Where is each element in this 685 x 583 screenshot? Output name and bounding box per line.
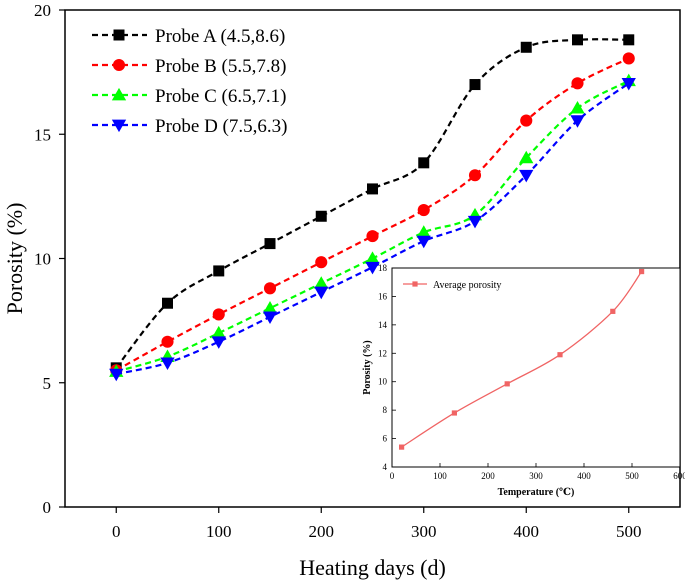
series-line-3 (116, 82, 630, 376)
data-point-2 (365, 251, 380, 264)
inset-legend-label: Average porosity (433, 280, 501, 291)
inset-data-point (557, 352, 563, 358)
data-point-0 (623, 34, 635, 46)
y-tick-label: 0 (43, 498, 52, 517)
inset-frame (391, 267, 681, 468)
x-tick-label: 200 (309, 522, 335, 541)
y-tick-label: 10 (34, 250, 51, 269)
data-point-1 (315, 256, 328, 269)
y-tick-label: 15 (34, 125, 51, 144)
data-point-2 (314, 276, 329, 289)
data-point-3 (211, 336, 226, 349)
data-point-0 (418, 157, 430, 169)
inset-x-tick-label: 400 (577, 471, 591, 481)
data-point-2 (211, 325, 226, 339)
main-legend: Probe A (4.5,8.6) Probe B (5.5,7.8) Probe … (92, 26, 287, 137)
data-point-1 (212, 308, 225, 321)
legend-marker-3 (111, 119, 127, 133)
inset-x-tick-label: 300 (529, 471, 543, 481)
legend-marker-0 (113, 29, 125, 41)
data-point-2 (262, 301, 278, 314)
inset-data-point (451, 410, 457, 416)
y-axis-title: Porosity (%) (2, 203, 27, 315)
legend-label: Probe C (6.5,7.1) (155, 86, 286, 107)
inset-x-tick-label: 0 (390, 471, 395, 481)
data-point-0 (469, 79, 481, 91)
inset-plot: 0 100 200 300 400 500 600 4 6 8 10 12 14 16 18 Temperat… (362, 263, 685, 498)
data-point-0 (162, 297, 173, 309)
data-point-1 (161, 335, 174, 348)
data-point-3 (262, 311, 278, 325)
legend-marker-2 (111, 87, 127, 101)
inset-y-tick-label: 4 (383, 462, 388, 472)
legend-marker-1 (112, 58, 126, 72)
inset-data-point (639, 268, 645, 275)
y-tick-label: 20 (34, 1, 51, 20)
legend-label: Probe B (5.5,7.8) (155, 56, 286, 77)
data-point-1 (366, 230, 379, 243)
inset-x-tick-label: 500 (625, 471, 639, 481)
inset-y-tick-label: 14 (378, 320, 388, 330)
y-tick-label: 5 (43, 374, 52, 393)
inset-data-point (399, 444, 405, 450)
data-point-0 (213, 265, 225, 277)
inset-y-tick-label: 12 (378, 348, 387, 358)
inset-x-tick-label: 200 (481, 471, 495, 481)
data-point-3 (519, 169, 534, 183)
data-point-3 (467, 215, 483, 229)
legend-label: Probe A (4.5,8.6) (155, 26, 285, 47)
inset-x-tick-label: 600 (673, 471, 685, 481)
data-point-3 (109, 368, 124, 382)
inset-legend-marker (412, 281, 418, 287)
data-point-1 (571, 77, 584, 90)
data-point-0 (520, 41, 532, 53)
inset-y-tick-label: 6 (383, 434, 388, 444)
data-point-1 (263, 282, 277, 295)
inset-y-tick-label: 10 (378, 377, 388, 387)
series-line-1 (115, 57, 630, 372)
data-point-2 (416, 225, 431, 238)
x-tick-label: 400 (514, 522, 540, 541)
x-axis-title: Heating days (d) (299, 555, 446, 580)
x-tick-label: 300 (411, 522, 437, 541)
data-point-2 (570, 101, 585, 114)
inset-y-tick-label: 18 (378, 263, 388, 273)
inset-data-point (610, 308, 616, 314)
inset-data-point (504, 381, 510, 387)
x-tick-label: 500 (616, 522, 642, 541)
data-point-1 (468, 169, 482, 182)
data-point-1 (520, 114, 533, 127)
inset-series-line (401, 271, 643, 448)
legend-label: Probe D (7.5,6.3) (155, 116, 287, 137)
inset-y-tick-label: 8 (383, 405, 388, 415)
data-point-3 (314, 286, 329, 300)
data-point-1 (417, 203, 430, 217)
inset-x-axis-title: Temperature (℃) (498, 487, 575, 498)
x-tick-label: 100 (206, 522, 232, 541)
data-point-2 (519, 150, 534, 164)
data-point-0 (264, 238, 276, 250)
data-point-1 (622, 52, 635, 65)
data-point-3 (365, 261, 380, 275)
data-point-0 (572, 34, 583, 46)
data-point-3 (416, 235, 431, 249)
inset-y-tick-label: 16 (378, 291, 388, 301)
inset-y-axis-title: Porosity (%) (362, 340, 373, 395)
series-line-0 (115, 38, 629, 369)
inset-x-tick-label: 100 (433, 471, 447, 481)
data-point-0 (315, 210, 327, 222)
data-point-3 (160, 357, 175, 371)
data-point-3 (621, 77, 636, 91)
data-point-0 (367, 183, 378, 195)
x-tick-label: 0 (112, 522, 121, 541)
data-point-3 (570, 115, 585, 128)
